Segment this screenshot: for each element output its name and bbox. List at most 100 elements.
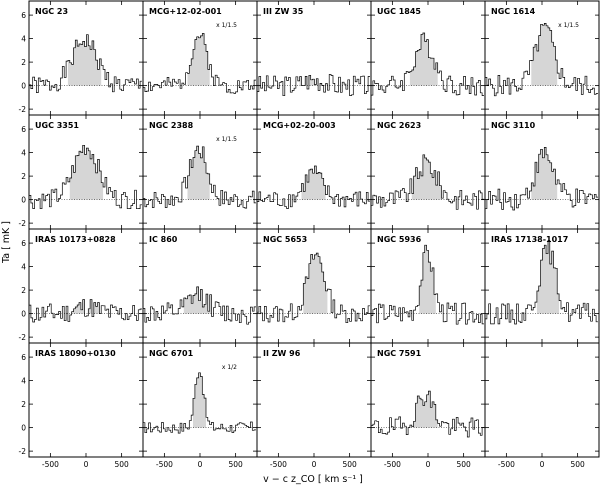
spectrum-line (371, 32, 484, 96)
line-emission-fill (531, 23, 558, 86)
panel-title: IC 860 (149, 235, 178, 244)
y-tick-label: -2 (19, 219, 27, 228)
spectrum-line (371, 390, 484, 438)
panel-title: MCG+02-20-003 (263, 121, 336, 130)
panel-title: II ZW 96 (263, 349, 301, 358)
spectrum-panel: IC 860 (142, 228, 258, 344)
y-tick-label: 0 (21, 423, 26, 432)
scale-factor: x 1/1.5 (558, 22, 579, 29)
line-emission-fill (69, 145, 104, 200)
x-tick-label: 0 (540, 460, 545, 469)
y-tick-label: 0 (21, 81, 26, 90)
line-emission-fill (67, 34, 102, 86)
spectrum-panel: MCG+02-20-003 (256, 114, 372, 230)
y-axis-label: Ta [ mK ] (1, 221, 12, 264)
y-tick-label: 2 (21, 400, 26, 409)
x-tick-label: 500 (456, 460, 471, 469)
spectrum-line (143, 286, 256, 325)
spectrum-panel: -2 0 2 4 6 IRAS 10173+0828 (19, 228, 144, 344)
panel-title: IRAS 18090+0130 (35, 349, 116, 358)
spectrum-panel: UGC 1845 (370, 0, 486, 116)
panel-frame (142, 228, 258, 344)
panel-title: III ZW 35 (263, 7, 304, 16)
spectrum-line (143, 145, 256, 209)
panel-frame (256, 114, 372, 230)
spectrum-line (257, 165, 370, 209)
spectrum-line (143, 33, 256, 94)
panel-title: NGC 3110 (491, 121, 536, 130)
spectrum-panel: III ZW 35 (256, 0, 372, 116)
x-tick-label: -500 (498, 460, 515, 469)
scale-factor: x 1/2 (222, 364, 237, 371)
x-tick-label: 500 (114, 460, 129, 469)
spectrum-panel: NGC 3110 (484, 114, 600, 230)
spectrum-panel: MCG+12-02-001 x 1/1.5 (142, 0, 258, 116)
y-tick-label: 4 (21, 376, 26, 385)
panel-title: NGC 2623 (377, 121, 421, 130)
panel-title: NGC 1614 (491, 7, 536, 16)
panel-title: UGC 3351 (35, 121, 79, 130)
line-emission-fill (183, 286, 212, 314)
x-tick-label: -500 (42, 460, 59, 469)
spectrum-panel: -500 0 500 (484, 342, 600, 469)
spectrum-panel: NGC 2388 x 1/1.5 (142, 114, 258, 230)
line-emission-fill (193, 372, 206, 428)
line-emission-fill (303, 253, 328, 314)
panel-title: NGC 5653 (263, 235, 307, 244)
spectrum-panel: -500 0 500 II ZW 96 (256, 342, 372, 469)
panel-frame (256, 342, 372, 458)
spectrum-line (257, 252, 370, 324)
spectrum-panel: -2 0 2 4 6 NGC 23 (19, 0, 144, 116)
spectrum-panel: -500 0 500 NGC 7591 (370, 342, 486, 469)
panel-frame (28, 342, 144, 458)
x-tick-label: 0 (426, 460, 431, 469)
spectrum-panel: NGC 2623 (370, 114, 486, 230)
x-tick-label: 0 (312, 460, 317, 469)
scale-factor: x 1/1.5 (216, 136, 237, 143)
y-tick-label: 6 (21, 353, 26, 362)
y-tick-label: -2 (19, 447, 27, 456)
spectrum-line (29, 299, 142, 323)
spectrum-panel: NGC 1614 x 1/1.5 (484, 0, 600, 116)
spectrum-panel: -500 0 500 -2 0 2 4 6 IRAS 18090+0130 (19, 342, 144, 469)
line-emission-fill (411, 154, 442, 200)
line-emission-fill (299, 75, 328, 86)
y-tick-label: 4 (21, 262, 26, 271)
panel-frame (256, 0, 372, 116)
x-tick-label: -500 (384, 460, 401, 469)
spectrum-line (485, 240, 598, 325)
x-tick-label: 500 (342, 460, 357, 469)
y-tick-label: -2 (19, 333, 27, 342)
x-tick-label: -500 (156, 460, 173, 469)
spectrum-panel: -500 0 500 NGC 6701 x 1/2 (142, 342, 258, 469)
spectrum-panel: NGC 5653 (256, 228, 372, 344)
spectrum-line (257, 74, 370, 97)
line-emission-fill (531, 147, 558, 200)
panel-title: UGC 1845 (377, 7, 421, 16)
panel-title: IRAS 17138-1017 (491, 235, 568, 244)
panel-grid: -2 0 2 4 6 NGC 23 MCG+12-02-001 x 1/1.5 III ZW 3… (19, 0, 600, 469)
panel-title: MCG+12-02-001 (149, 7, 222, 16)
y-tick-label: 2 (21, 172, 26, 181)
spectrum-line (371, 154, 484, 210)
x-tick-label: 0 (84, 460, 89, 469)
panel-title: IRAS 10173+0828 (35, 235, 116, 244)
y-tick-label: 4 (21, 148, 26, 157)
spectrum-panel: -2 0 2 4 6 UGC 3351 (19, 114, 144, 230)
line-emission-fill (419, 245, 436, 314)
x-tick-label: 0 (198, 460, 203, 469)
line-emission-fill (301, 166, 326, 200)
spectrum-line (29, 34, 142, 93)
x-axis-label: v − c z_CO [ km s⁻¹ ] (263, 474, 363, 485)
y-tick-label: 6 (21, 11, 26, 20)
panel-frame (28, 228, 144, 344)
x-tick-label: -500 (270, 460, 287, 469)
panel-title: NGC 23 (35, 7, 68, 16)
spectrum-line (143, 372, 256, 434)
spectrum-panel: NGC 5936 (370, 228, 486, 344)
spectrum-line (485, 23, 598, 97)
y-tick-label: 4 (21, 34, 26, 43)
spectrum-line (485, 147, 598, 211)
y-tick-label: 0 (21, 309, 26, 318)
